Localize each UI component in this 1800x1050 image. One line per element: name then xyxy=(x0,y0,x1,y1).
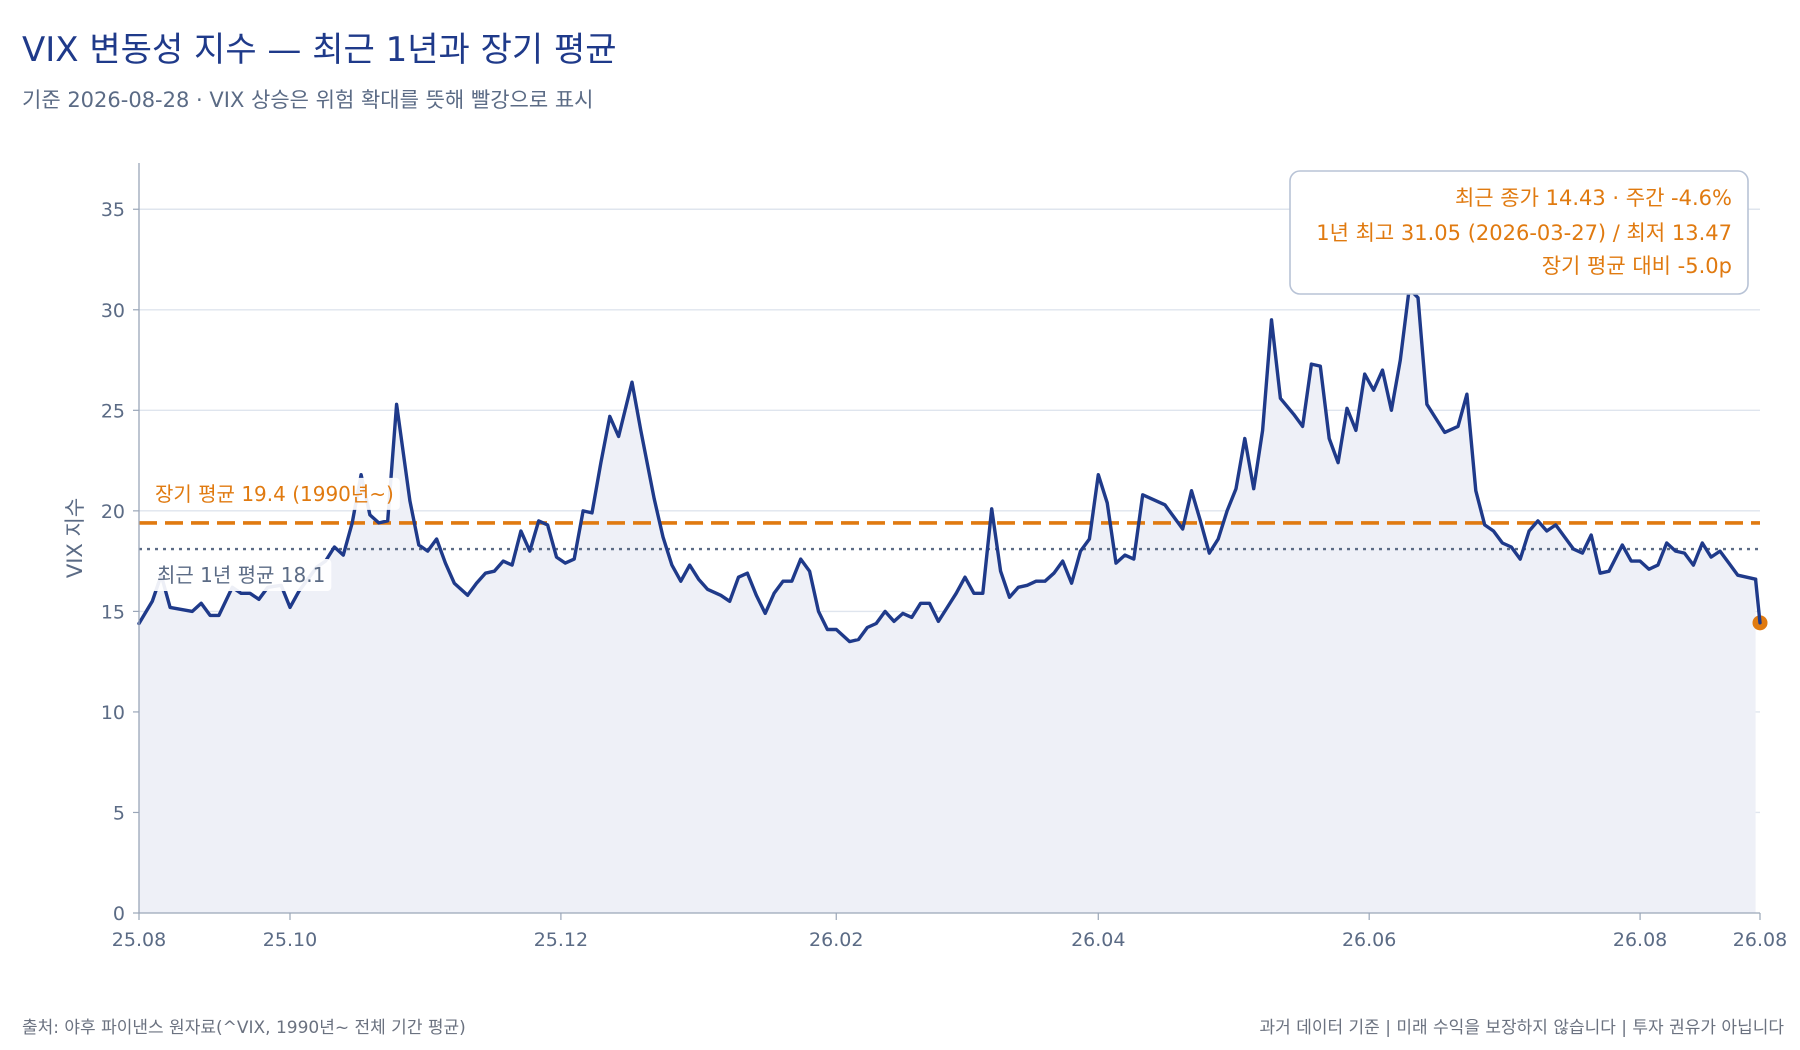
x-tick-label: 25.12 xyxy=(534,929,588,951)
vix-series-line xyxy=(137,287,1758,644)
annotations: 장기 평균 19.4 (1990년~) 최근 1년 평균 18.1 xyxy=(149,477,1762,625)
info-box: 최근 종가 14.43 · 주간 -4.6% 1년 최고 31.05 (2026… xyxy=(1289,170,1749,295)
chart-subtitle: 기준 2026-08-28 · VIX 상승은 위험 확대를 뜻해 빨강으로 표… xyxy=(22,88,594,112)
y-tick-label: 35 xyxy=(101,199,125,221)
y-tick-label: 25 xyxy=(101,400,125,422)
vix-line-chart: 0 5 10 15 20 25 30 35 25.08 25.10 25.12 26.02 26.04 2… xyxy=(63,163,1787,951)
one-year-average-label: 최근 1년 평균 18.1 xyxy=(151,559,332,592)
y-tick-label: 30 xyxy=(101,300,125,322)
x-tick-label: 26.02 xyxy=(809,929,863,951)
info-latest-close: 최근 종가 14.43 · 주간 -4.6% xyxy=(1455,186,1732,210)
info-vs-long-avg: 장기 평균 대비 -5.0p xyxy=(1542,254,1732,278)
y-axis-label: VIX 지수 xyxy=(63,498,87,578)
long-term-average-label-text: 장기 평균 19.4 (1990년~) xyxy=(155,482,394,506)
x-tick-label: 25.08 xyxy=(112,929,166,951)
chart-title: VIX 변동성 지수 — 최근 1년과 장기 평균 xyxy=(22,30,617,70)
y-tick-label: 15 xyxy=(101,601,125,623)
y-tick-label: 20 xyxy=(101,501,125,523)
source-note: 출처: 야후 파이낸스 원자료(^VIX, 1990년~ 전체 기간 평균) xyxy=(22,1018,466,1038)
y-tick-label: 10 xyxy=(101,702,125,724)
one-year-average-label-bg xyxy=(151,559,332,592)
info-year-range: 1년 최고 31.05 (2026-03-27) / 최저 13.47 xyxy=(1316,221,1732,245)
one-year-average-label-text: 최근 1년 평균 18.1 xyxy=(157,563,325,587)
x-tick-label: 26.08 xyxy=(1733,929,1787,951)
x-tick-label: 26.04 xyxy=(1071,929,1125,951)
x-tick-label: 26.06 xyxy=(1342,929,1396,951)
info-box-frame xyxy=(1289,170,1749,295)
axes: 0 5 10 15 20 25 30 35 25.08 25.10 25.12 26.02 26.04 2… xyxy=(63,163,1787,951)
reference-lines xyxy=(139,521,1760,551)
series-line-end xyxy=(1753,577,1762,625)
long-term-average-label-bg xyxy=(149,477,400,510)
long-term-average-label: 장기 평균 19.4 (1990년~) xyxy=(149,477,400,510)
y-tick-label: 0 xyxy=(113,903,125,925)
x-tick-label: 26.08 xyxy=(1613,929,1667,951)
y-tick-label: 5 xyxy=(113,802,125,824)
disclaimer-note: 과거 데이터 기준 | 미래 수익을 보장하지 않습니다 | 투자 권유가 아닙… xyxy=(1259,1018,1784,1038)
area-fill xyxy=(139,288,1756,913)
x-tick-label: 25.10 xyxy=(263,929,317,951)
